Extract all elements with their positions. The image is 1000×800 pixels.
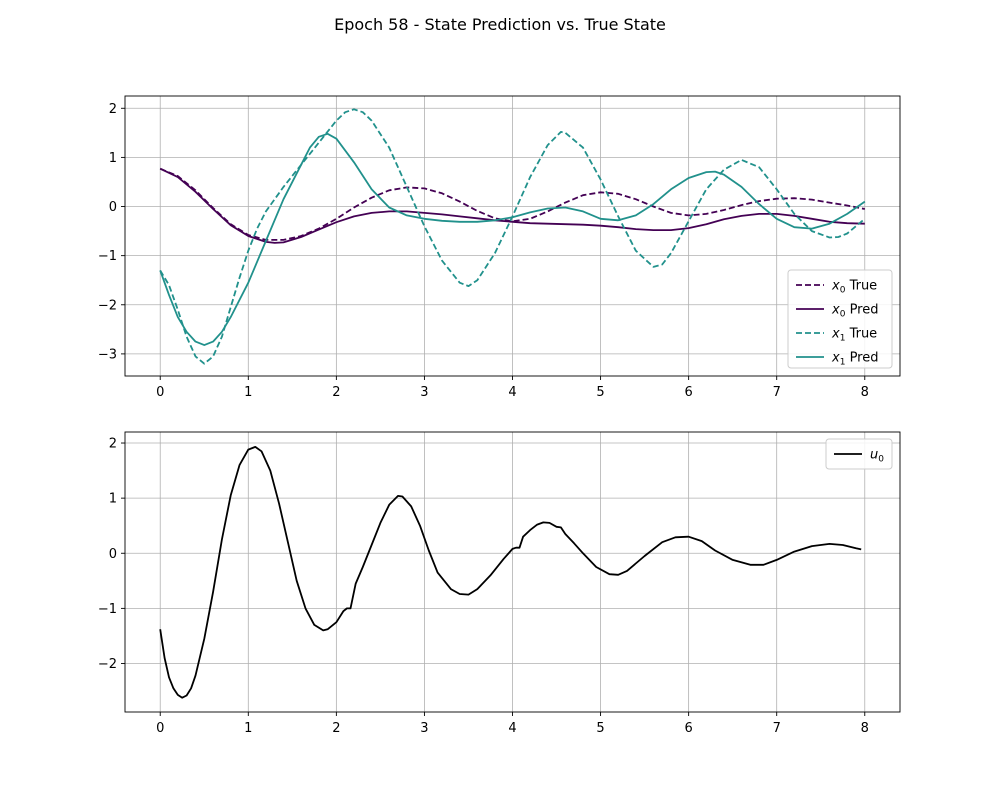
legend-label-x1pred: x1 Pred [831,351,879,368]
x-tick-label: 1 [244,385,252,400]
legend-label-rest: Pred [845,303,878,318]
y-tick-label: 0 [109,200,117,215]
legend-label-x1true: x1 True [831,327,877,344]
y-tick-label: −1 [98,602,117,617]
x-tick-label: 0 [156,721,164,736]
x-tick-label: 6 [684,721,692,736]
x-tick-label: 1 [244,721,252,736]
x-tick-label: 3 [420,385,428,400]
legend-label-rest: True [845,327,877,342]
x-tick-label: 8 [861,385,869,400]
x-tick-label: 2 [332,721,340,736]
series-line-x1-pred [159,132,866,346]
x-tick-label: 3 [420,721,428,736]
legend-label-var: x [831,303,840,318]
y-tick-label: 1 [109,492,117,507]
series-line-x0-pred [159,167,865,244]
x-tick-label: 7 [773,385,781,400]
series-line-x0-true [159,167,865,241]
legend-label-x0pred: x0 Pred [831,303,879,320]
y-tick-label: 2 [109,102,117,117]
y-tick-label: 2 [109,437,117,452]
legend-label-var: u [870,448,878,463]
y-tick-label: −2 [98,298,117,313]
figure-title: Epoch 58 - State Prediction vs. True Sta… [334,15,666,34]
series-line-x1-true [159,108,866,365]
x-tick-label: 4 [508,385,516,400]
legend-label-var: x [831,327,840,342]
legend-label-subscript: 0 [840,310,846,320]
grid [125,96,900,376]
series-group [159,108,866,365]
series-group [159,446,862,699]
x-tick-label: 8 [861,721,869,736]
legend-label-subscript: 0 [878,455,884,465]
x-tick-label: 6 [684,385,692,400]
x-tick-label: 2 [332,385,340,400]
y-tick-label: 1 [109,151,117,166]
series-line-u0 [159,446,862,699]
legend-box [787,269,893,369]
x-tick-label: 4 [508,721,516,736]
legend-label-rest: True [845,279,877,294]
y-tick-label: 0 [109,547,117,562]
legend-label-var: x [831,279,840,294]
legend-label-u0: u0 [870,448,884,465]
x-tick-label: 0 [156,385,164,400]
y-tick-label: −2 [98,657,117,672]
grid [125,432,900,712]
legend-label-x0true: x0 True [831,279,877,296]
legend: u0 [825,438,893,470]
x-tick-label: 5 [596,385,604,400]
legend-label-subscript: 1 [840,358,846,368]
legend-label-rest: Pred [845,351,878,366]
x-tick-label: 7 [773,721,781,736]
legend-label-subscript: 1 [840,334,846,344]
legend-label-var: x [831,351,840,366]
y-tick-label: −3 [98,347,117,362]
y-tick-label: −1 [98,249,117,264]
legend-label-subscript: 0 [840,286,846,296]
x-tick-label: 5 [596,721,604,736]
